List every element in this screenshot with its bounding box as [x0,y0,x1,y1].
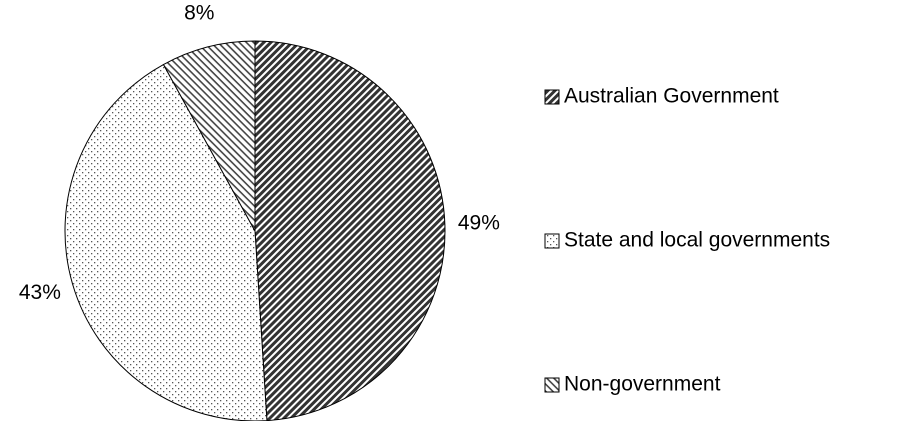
data-label: 8% [184,2,214,25]
legend-swatch [544,89,560,105]
pie-slice [254,40,446,421]
legend-label: State and local governments [564,229,830,252]
legend-swatch [544,377,560,393]
data-label: 43% [19,281,61,304]
legend-label: Non-government [564,373,721,396]
pie-slice [162,40,256,232]
pie: 49% 43% 8% [19,2,500,421]
legend-swatch [544,233,560,249]
pie-slice [64,63,268,421]
data-label: 49% [458,212,500,235]
legend-label: Australian Government [564,85,779,108]
legend: Australian Government State and local gov… [544,85,830,396]
